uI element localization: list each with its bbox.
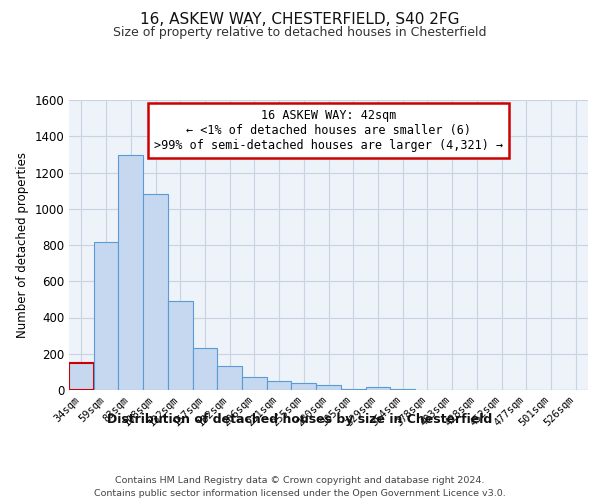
Text: Distribution of detached houses by size in Chesterfield: Distribution of detached houses by size … — [107, 412, 493, 426]
Bar — [292, 384, 316, 390]
Text: Size of property relative to detached houses in Chesterfield: Size of property relative to detached ho… — [113, 26, 487, 39]
Bar — [143, 194, 168, 390]
Text: 16, ASKEW WAY, CHESTERFIELD, S40 2FG: 16, ASKEW WAY, CHESTERFIELD, S40 2FG — [140, 12, 460, 28]
Bar — [69, 363, 94, 390]
Text: Contains HM Land Registry data © Crown copyright and database right 2024.: Contains HM Land Registry data © Crown c… — [115, 476, 485, 485]
Bar — [242, 377, 267, 390]
Bar — [267, 380, 292, 390]
Bar — [217, 366, 242, 390]
Text: 16 ASKEW WAY: 42sqm
← <1% of detached houses are smaller (6)
>99% of semi-detach: 16 ASKEW WAY: 42sqm ← <1% of detached ho… — [154, 108, 503, 152]
Bar — [94, 242, 118, 390]
Bar — [118, 156, 143, 390]
Bar — [365, 388, 390, 390]
Y-axis label: Number of detached properties: Number of detached properties — [16, 152, 29, 338]
Bar — [168, 301, 193, 390]
Bar — [316, 386, 341, 390]
Bar — [341, 389, 365, 390]
Bar — [193, 348, 217, 390]
Text: Contains public sector information licensed under the Open Government Licence v3: Contains public sector information licen… — [94, 489, 506, 498]
